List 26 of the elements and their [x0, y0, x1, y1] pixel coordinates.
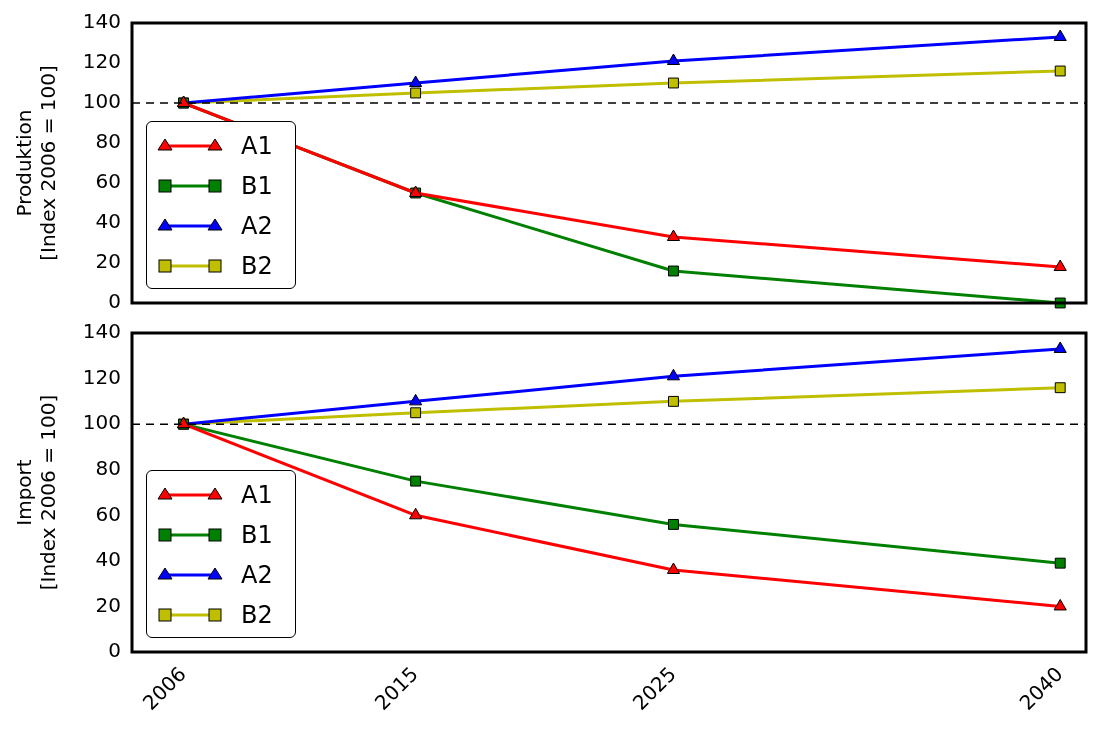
y-tick-label: 0	[108, 289, 121, 314]
y-axis-title: Import [Index 2006 = 100]	[12, 394, 61, 591]
y-tick-label: 40	[95, 209, 121, 234]
legend-label: A2	[241, 212, 273, 240]
y-tick-label: 0	[108, 638, 121, 663]
legend-label: B2	[241, 252, 273, 280]
y-tick-label: 100	[82, 410, 121, 435]
legend-label: A1	[241, 481, 273, 510]
y-tick-label: 60	[95, 169, 121, 194]
y-tick-label: 20	[95, 249, 121, 274]
y-axis-title: Produktion [Index 2006 = 100]	[12, 65, 61, 261]
y-tick-label: 80	[95, 455, 121, 480]
y-tick-label: 100	[82, 89, 121, 114]
legend-label: B1	[241, 521, 273, 550]
y-tick-label: 120	[82, 364, 121, 389]
y-tick-label: 140	[82, 319, 121, 344]
y-tick-label: 60	[95, 501, 121, 526]
legend-label: A2	[241, 561, 273, 590]
y-tick-label: 40	[95, 547, 121, 572]
legend-label: A1	[241, 132, 273, 160]
legend-label: B1	[241, 172, 273, 200]
legend-label: B2	[241, 601, 273, 630]
y-tick-label: 120	[82, 49, 121, 74]
y-tick-label: 20	[95, 592, 121, 617]
y-tick-label: 140	[82, 9, 121, 34]
y-tick-label: 80	[95, 129, 121, 154]
